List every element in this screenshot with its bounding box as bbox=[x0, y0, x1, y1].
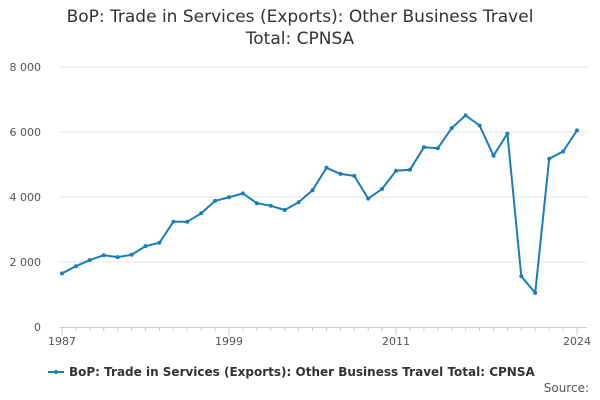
data-point bbox=[366, 196, 371, 201]
x-tick-label: 1999 bbox=[215, 335, 243, 348]
legend-marker bbox=[54, 370, 58, 374]
y-tick-label: 8 000 bbox=[10, 61, 42, 74]
data-point bbox=[324, 165, 329, 170]
data-point bbox=[547, 156, 552, 161]
gridlines bbox=[60, 66, 587, 263]
data-point bbox=[213, 198, 218, 203]
series-layer bbox=[60, 113, 579, 295]
data-point bbox=[87, 258, 92, 263]
axes: 0 2 000 4 000 6 000 8 000 1987 1999 2011 2024 bbox=[10, 61, 592, 348]
y-tick-label: 0 bbox=[34, 321, 41, 334]
data-point bbox=[491, 153, 496, 158]
chart-title: BoP: Trade in Services (Exports): Other … bbox=[0, 6, 600, 50]
data-point bbox=[394, 168, 399, 173]
data-point bbox=[115, 255, 120, 260]
chart-title-line-2: Total: CPNSA bbox=[245, 29, 355, 49]
legend[interactable]: BoP: Trade in Services (Exports): Other … bbox=[48, 365, 535, 379]
data-point bbox=[143, 244, 148, 249]
data-point bbox=[449, 126, 454, 131]
data-point bbox=[268, 203, 273, 208]
x-tick-label: 1987 bbox=[48, 335, 76, 348]
data-point bbox=[408, 167, 412, 172]
data-point bbox=[254, 201, 259, 206]
data-point bbox=[240, 191, 245, 196]
data-point bbox=[477, 123, 482, 128]
legend-swatch bbox=[48, 367, 64, 377]
data-point bbox=[561, 149, 566, 154]
data-point bbox=[171, 219, 176, 224]
data-point bbox=[421, 145, 426, 150]
data-point bbox=[519, 274, 524, 279]
data-point bbox=[575, 128, 579, 133]
data-point bbox=[296, 200, 301, 205]
y-tick-label: 2 000 bbox=[10, 256, 42, 269]
x-tick-label: 2011 bbox=[382, 335, 410, 348]
data-point bbox=[533, 290, 538, 295]
data-point bbox=[185, 219, 190, 224]
y-tick-label: 4 000 bbox=[10, 191, 42, 204]
data-point bbox=[60, 271, 64, 276]
data-point bbox=[505, 131, 510, 136]
data-point bbox=[435, 146, 440, 151]
data-point bbox=[310, 188, 315, 193]
series-line bbox=[61, 114, 578, 294]
data-point bbox=[227, 195, 231, 200]
data-point bbox=[380, 186, 385, 191]
data-point bbox=[199, 211, 204, 216]
data-point bbox=[282, 208, 287, 212]
data-point bbox=[463, 113, 468, 118]
y-tick-label: 6 000 bbox=[10, 126, 42, 139]
x-tick-label: 2024 bbox=[563, 335, 591, 348]
chart-title-line-1: BoP: Trade in Services (Exports): Other … bbox=[66, 7, 534, 27]
data-point bbox=[73, 264, 78, 269]
data-point bbox=[352, 173, 357, 178]
data-point bbox=[338, 171, 343, 176]
data-point bbox=[157, 240, 162, 245]
source-label: Source: bbox=[543, 381, 589, 395]
data-point bbox=[129, 252, 134, 257]
legend-label: BoP: Trade in Services (Exports): Other … bbox=[69, 365, 535, 379]
data-point bbox=[101, 253, 106, 258]
